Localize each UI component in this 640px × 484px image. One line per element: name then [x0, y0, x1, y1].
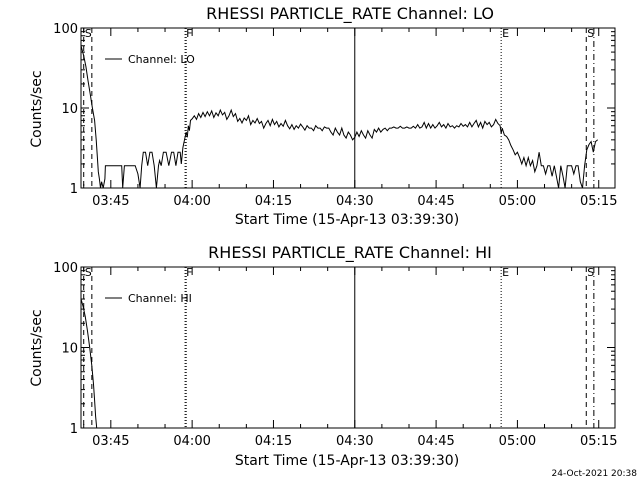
- x-tick-label: 05:15: [580, 434, 617, 449]
- chart-panel-hi: RHESSI PARTICLE_RATE Channel: HI Counts/…: [29, 243, 617, 469]
- event-marker-label: F: [186, 27, 192, 40]
- x-tick-label: 04:00: [173, 194, 210, 209]
- x-tick-label: 04:30: [336, 434, 373, 449]
- x-tick-label: 04:45: [417, 434, 454, 449]
- x-tick-label: 03:45: [92, 434, 129, 449]
- event-marker-label: S: [85, 27, 92, 40]
- chart-title: RHESSI PARTICLE_RATE Channel: LO: [206, 4, 494, 24]
- x-tick-label: 04:15: [255, 434, 292, 449]
- y-tick-label: 100: [53, 261, 78, 276]
- chart-panel-lo: RHESSI PARTICLE_RATE Channel: LO Counts/…: [29, 4, 617, 228]
- event-marker-label: F: [186, 266, 192, 279]
- x-tick-label: 03:45: [92, 194, 129, 209]
- y-tick-label: 10: [61, 102, 78, 117]
- y-axis-label: Counts/sec: [29, 70, 45, 147]
- x-tick-label: 04:45: [417, 194, 454, 209]
- x-tick-label: 05:15: [580, 194, 617, 209]
- event-marker-label: S: [587, 27, 594, 40]
- legend-entry: Channel: HI: [128, 292, 192, 305]
- x-tick-label: 04:00: [173, 434, 210, 449]
- x-tick-label: 05:00: [499, 434, 536, 449]
- event-marker-label: S: [587, 266, 594, 279]
- event-marker-label: S: [85, 266, 92, 279]
- y-axis-label: Counts/sec: [29, 309, 45, 386]
- data-series-line: [80, 298, 98, 429]
- x-axis-label: Start Time (15-Apr-13 03:39:30): [235, 453, 459, 469]
- x-axis-label: Start Time (15-Apr-13 03:39:30): [235, 212, 459, 228]
- y-tick-label: 1: [70, 182, 78, 197]
- y-tick-label: 10: [61, 342, 78, 357]
- chart-title: RHESSI PARTICLE_RATE Channel: HI: [208, 243, 492, 263]
- event-marker-label: E: [502, 27, 509, 40]
- legend-entry: Channel: LO: [128, 53, 195, 66]
- x-tick-label: 05:00: [499, 194, 536, 209]
- x-tick-label: 04:30: [336, 194, 373, 209]
- event-marker-label: E: [502, 266, 509, 279]
- y-tick-label: 1: [70, 422, 78, 437]
- x-tick-label: 04:15: [255, 194, 292, 209]
- legend: Channel: LO: [105, 53, 195, 66]
- legend: Channel: HI: [105, 292, 192, 305]
- y-tick-label: 100: [53, 22, 78, 37]
- generated-timestamp: 24-Oct-2021 20:38: [552, 469, 638, 479]
- data-series-line: [80, 45, 599, 189]
